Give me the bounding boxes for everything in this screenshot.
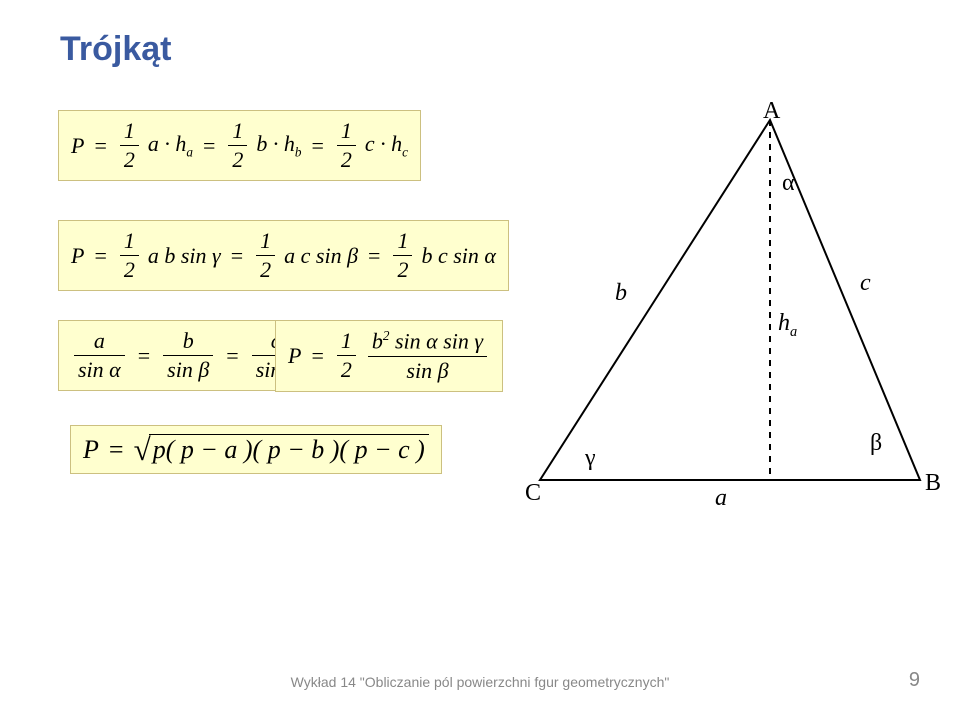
footer-text: Wykład 14 "Obliczanie pól powierzchni fg… <box>0 674 960 690</box>
label-side-b: b <box>615 280 627 307</box>
label-beta: β <box>870 430 882 457</box>
triangle-diagram: A B C b c a α β γ ha <box>520 110 940 510</box>
label-gamma: γ <box>585 445 596 472</box>
label-side-a: a <box>715 485 727 512</box>
formula-heron: P = √ p( p − a )( p − b )( p − c ) <box>70 425 442 474</box>
sym-P: P <box>71 135 84 157</box>
label-B: B <box>925 470 941 497</box>
formula-area-heights: P = 1 2 a · ha = 1 2 b · hb = 1 2 c · hc <box>58 110 421 181</box>
label-alpha: α <box>782 170 795 197</box>
formula-area-sines: P = 12 a b sin γ = 12 a c sin β = 12 b c… <box>58 220 509 291</box>
frac-half-1: 1 2 <box>120 119 139 172</box>
sym-eq: = <box>94 135 106 157</box>
label-C: C <box>525 480 541 507</box>
label-ha: ha <box>778 310 797 341</box>
page-number: 9 <box>909 669 920 692</box>
formula-area-b2: P = 12 b2 sin α sin γ sin β <box>275 320 503 392</box>
frac-half-3: 1 2 <box>337 119 356 172</box>
slide-title: Trójkąt <box>60 30 171 69</box>
slide-page: Trójkąt P = 1 2 a · ha = 1 2 b · hb = 1 … <box>0 0 960 720</box>
label-A: A <box>763 98 780 125</box>
label-side-c: c <box>860 270 871 297</box>
frac-half-2: 1 2 <box>228 119 247 172</box>
